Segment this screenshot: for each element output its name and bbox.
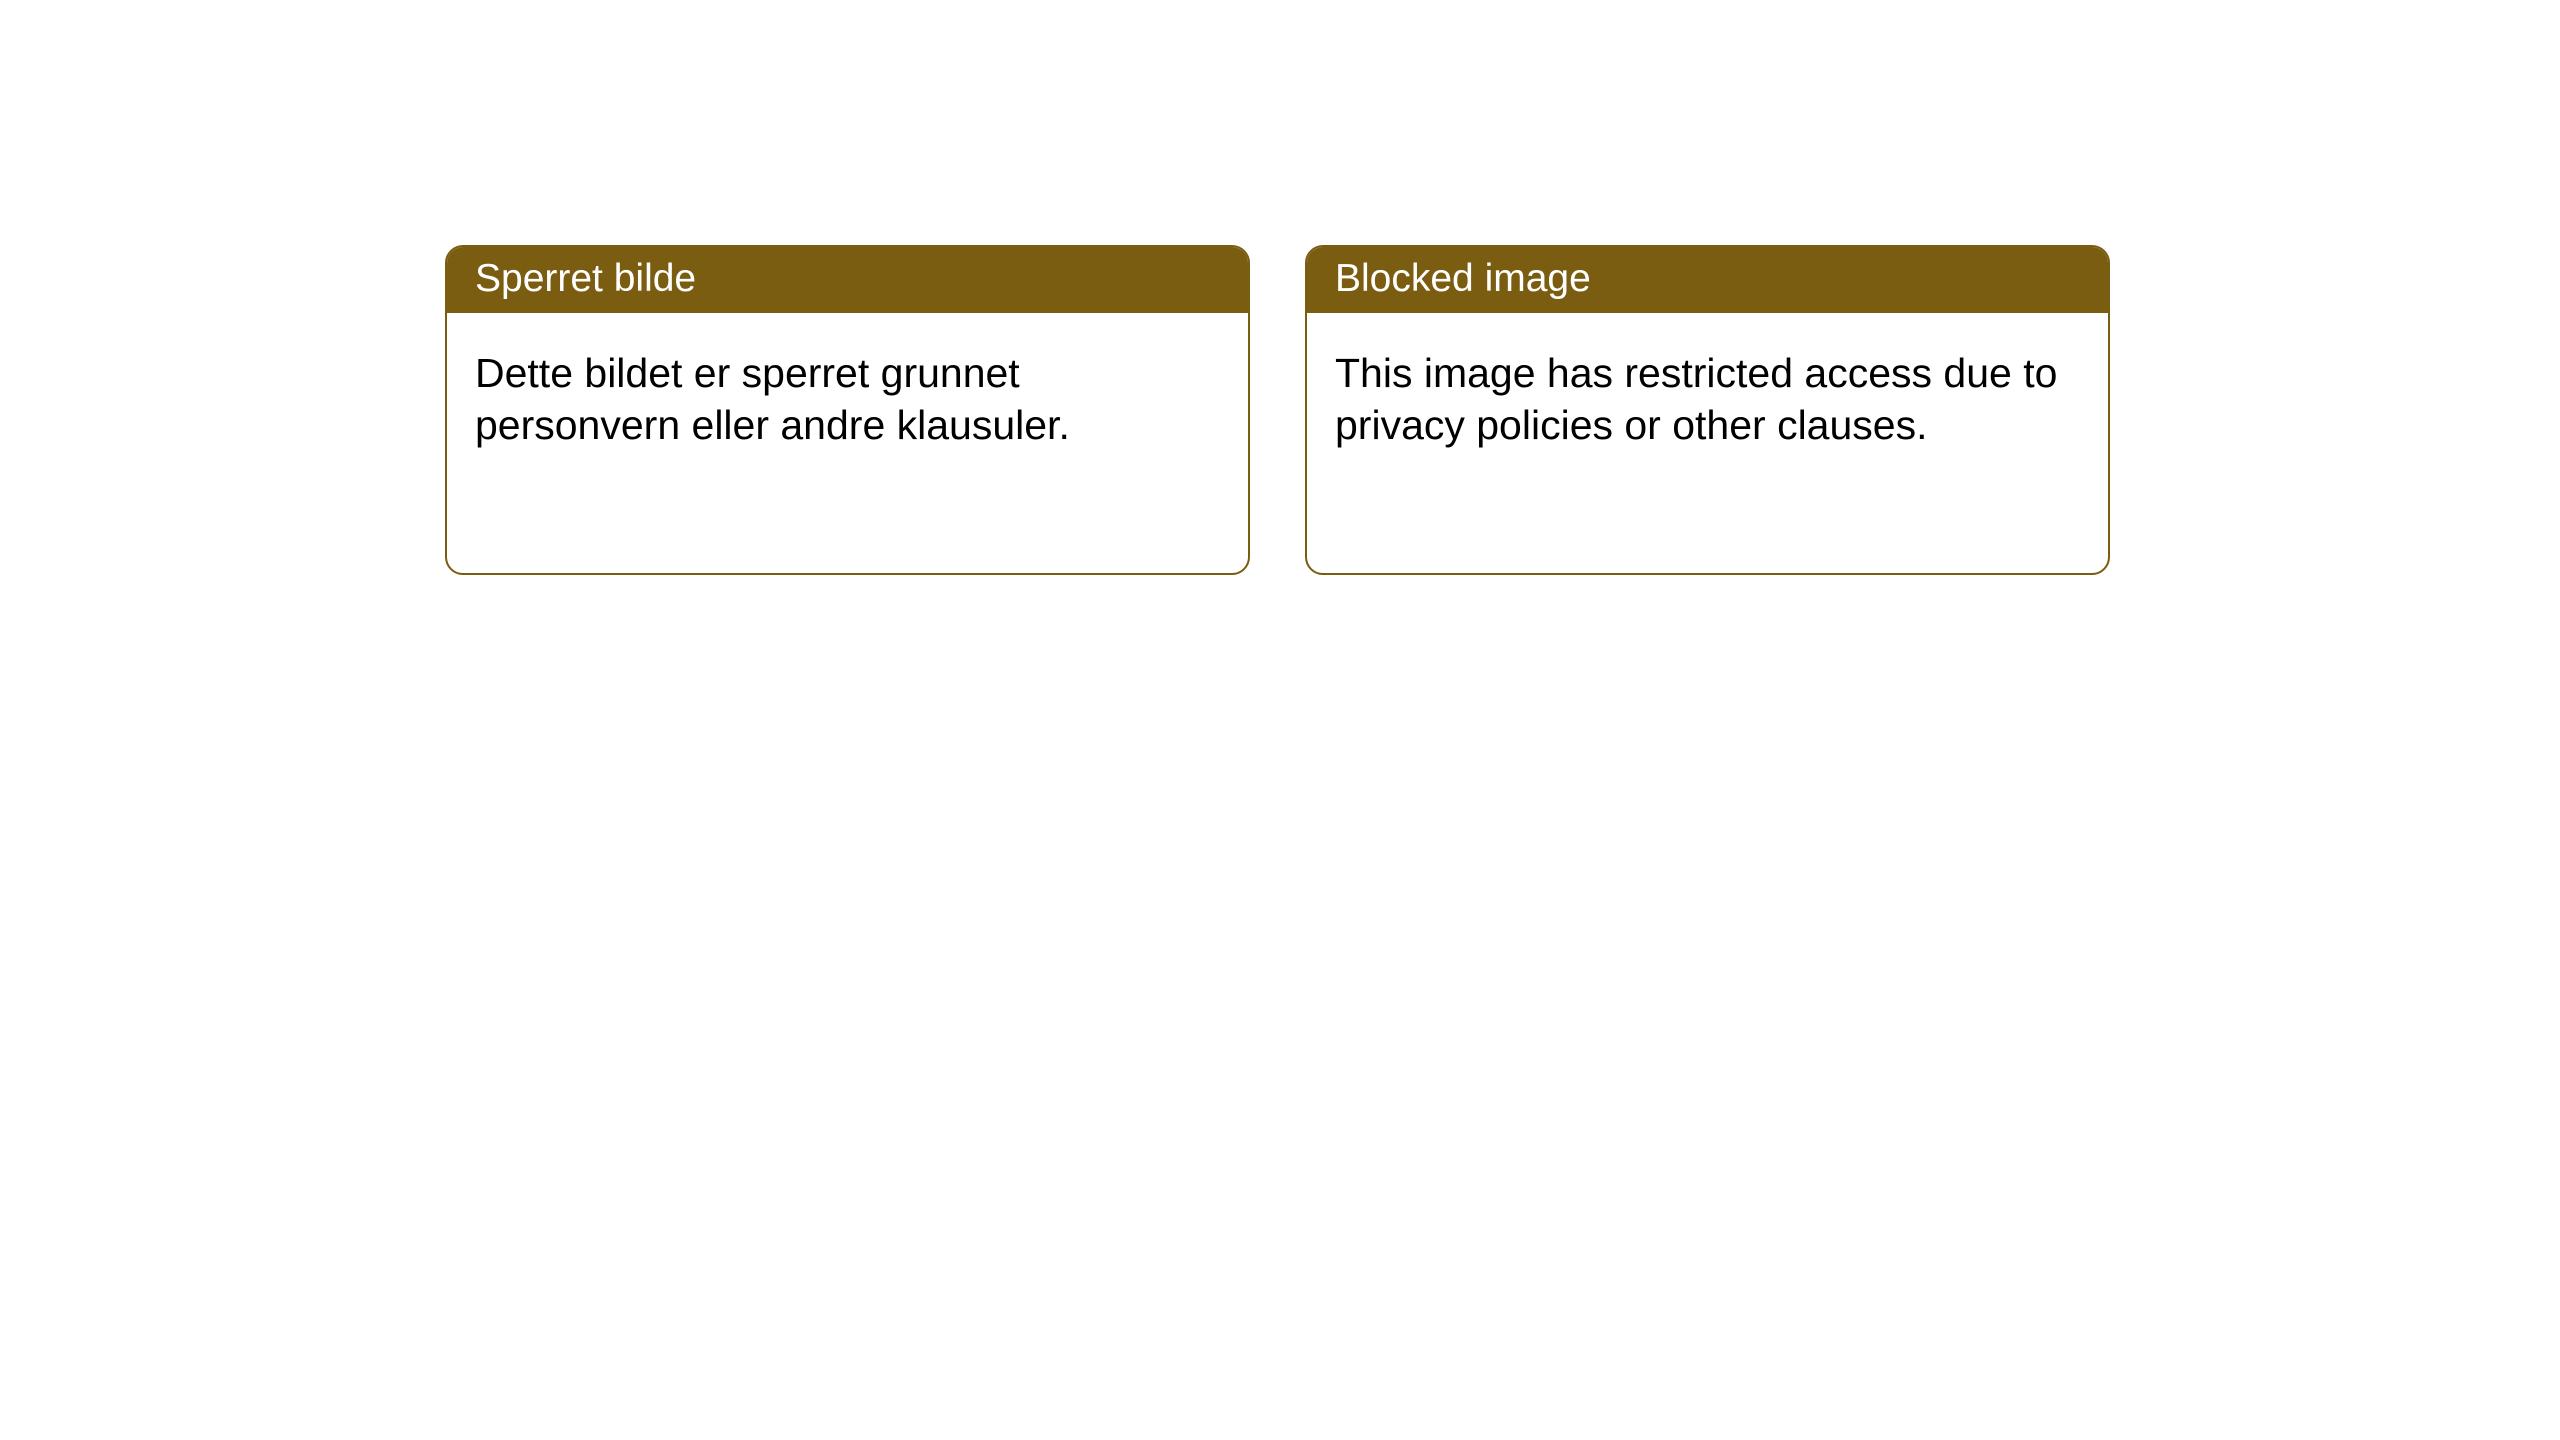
notice-container: Sperret bilde Dette bildet er sperret gr… — [0, 0, 2560, 575]
notice-card-norwegian: Sperret bilde Dette bildet er sperret gr… — [445, 245, 1250, 575]
notice-card-english: Blocked image This image has restricted … — [1305, 245, 2110, 575]
notice-card-message: This image has restricted access due to … — [1335, 350, 2057, 448]
notice-card-body: Dette bildet er sperret grunnet personve… — [447, 313, 1248, 573]
notice-card-message: Dette bildet er sperret grunnet personve… — [475, 350, 1070, 448]
notice-card-title: Blocked image — [1335, 257, 1591, 300]
notice-card-body: This image has restricted access due to … — [1307, 313, 2108, 573]
notice-card-header: Sperret bilde — [447, 247, 1248, 313]
notice-card-title: Sperret bilde — [475, 257, 696, 300]
notice-card-header: Blocked image — [1307, 247, 2108, 313]
